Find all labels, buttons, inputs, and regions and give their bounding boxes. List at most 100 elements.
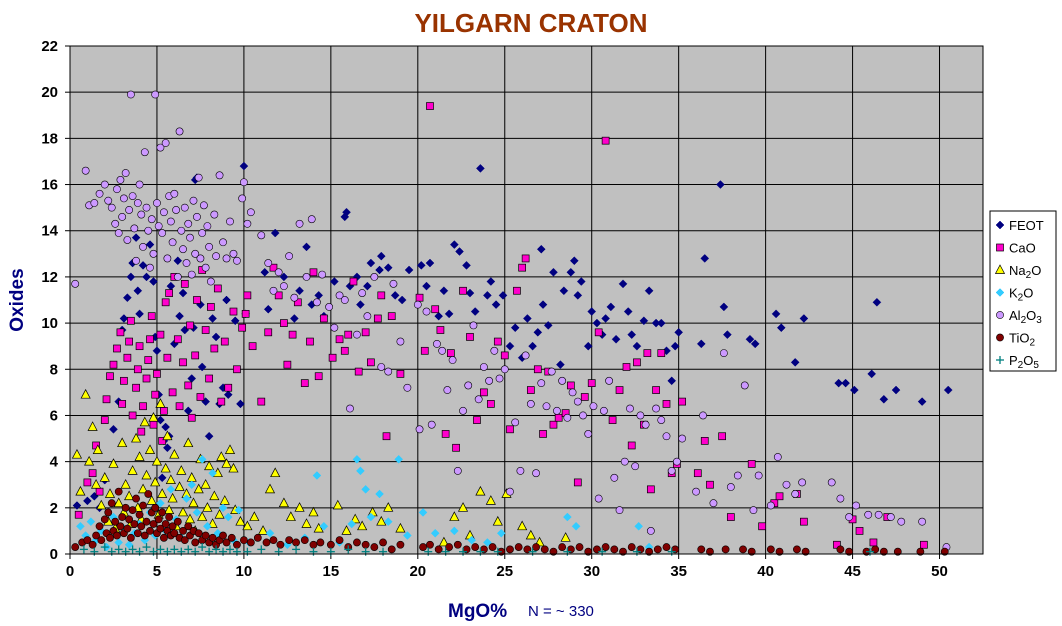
point-tio2 [156, 524, 165, 533]
point-na2o [197, 511, 208, 521]
point-al2o3 [798, 478, 807, 487]
point-cao [149, 420, 158, 429]
point-al2o3 [631, 462, 640, 471]
point-al2o3 [558, 376, 567, 385]
point-k2o [356, 466, 365, 476]
point-cao [486, 400, 495, 408]
point-feot [222, 295, 231, 305]
point-al2o3 [733, 471, 742, 480]
point-tio2 [801, 547, 810, 556]
point-cao [493, 337, 502, 346]
point-cao [466, 333, 474, 341]
point-k2o [571, 521, 581, 531]
point-feot [270, 228, 280, 238]
y-tick-label: 22 [41, 38, 58, 55]
point-cao [83, 478, 92, 487]
point-tio2 [184, 522, 193, 531]
x-tick-label: 40 [757, 563, 774, 580]
point-na2o [92, 444, 103, 454]
point-cao [220, 337, 229, 346]
point-tio2 [506, 545, 514, 554]
point-al2o3 [318, 270, 327, 279]
point-k2o [483, 538, 492, 547]
point-na2o [141, 469, 152, 480]
point-al2o3 [673, 457, 681, 466]
point-na2o [357, 520, 368, 531]
point-feot [491, 300, 501, 309]
point-cao [201, 326, 210, 334]
legend-marker-al2o3 [996, 311, 1004, 319]
point-p2o5 [184, 545, 193, 554]
point-cao [436, 326, 445, 334]
point-al2o3 [189, 196, 198, 205]
point-tio2 [645, 547, 654, 556]
point-al2o3 [918, 517, 927, 526]
point-cao [243, 291, 252, 300]
point-tio2 [836, 545, 845, 554]
point-al2o3 [615, 506, 624, 515]
plot-frame [69, 45, 984, 555]
point-al2o3 [161, 139, 170, 147]
x-tick-label: 5 [153, 563, 161, 580]
x-tick-label: 30 [583, 563, 600, 580]
legend-label-k2o: K2O [1009, 286, 1033, 304]
point-al2o3 [353, 330, 361, 339]
point-al2o3 [469, 321, 478, 330]
point-feot [390, 291, 400, 300]
point-al2o3 [107, 203, 116, 212]
point-na2o [124, 490, 135, 501]
point-na2o [438, 536, 449, 547]
point-al2o3 [206, 277, 215, 286]
point-al2o3 [864, 510, 873, 519]
point-feot [696, 339, 706, 349]
point-k2o [187, 480, 197, 490]
point-tio2 [845, 547, 853, 556]
point-na2o [294, 502, 305, 512]
point-al2o3 [453, 466, 462, 475]
legend-label-tio2: TiO2 [1009, 331, 1035, 349]
point-cao [447, 349, 455, 357]
point-tio2 [142, 517, 151, 526]
point-feot [83, 496, 92, 506]
y-tick-label: 18 [41, 130, 58, 147]
point-tio2 [434, 545, 443, 554]
point-feot [891, 385, 901, 395]
point-cao [163, 353, 172, 362]
point-tio2 [276, 540, 285, 549]
point-al2o3 [827, 478, 836, 487]
point-tio2 [151, 503, 160, 512]
point-feot [623, 307, 633, 316]
point-cao [274, 291, 283, 300]
point-feot [674, 327, 684, 337]
point-cao [127, 316, 135, 325]
point-na2o [313, 522, 324, 533]
point-na2o [285, 511, 296, 521]
point-al2o3 [422, 307, 431, 316]
point-al2o3 [719, 349, 728, 358]
point-feot [723, 330, 732, 339]
legend-marker-cao [996, 243, 1004, 252]
point-cao [306, 337, 314, 346]
point-feot [943, 385, 953, 395]
point-cao [217, 397, 226, 406]
point-al2o3 [212, 252, 220, 261]
point-na2o [162, 430, 173, 441]
point-na2o [146, 495, 157, 505]
point-tio2 [326, 540, 335, 549]
point-al2o3 [269, 286, 278, 295]
point-cao [196, 393, 205, 401]
point-na2o [183, 437, 194, 448]
point-feot [383, 263, 393, 273]
point-tio2 [135, 510, 144, 519]
point-cao [627, 441, 636, 450]
point-cao [549, 420, 558, 429]
x-tick-label: 50 [931, 563, 948, 580]
point-feot [161, 422, 171, 432]
point-na2o [242, 520, 253, 531]
point-al2o3 [191, 249, 200, 258]
point-na2o [235, 515, 246, 526]
point-feot [606, 302, 616, 312]
point-tio2 [316, 538, 325, 547]
point-feot [329, 277, 339, 286]
